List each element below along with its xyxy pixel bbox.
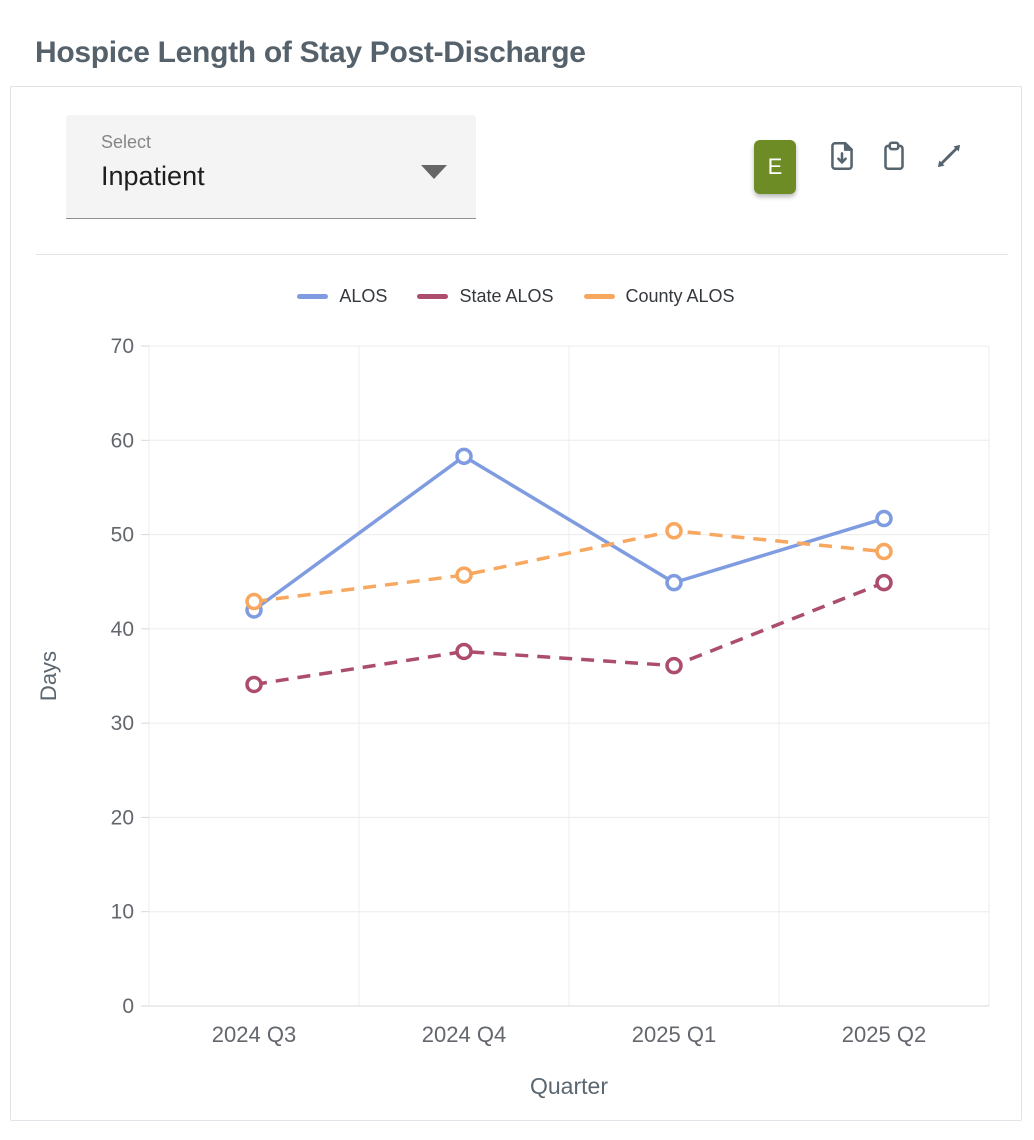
expand-button[interactable] xyxy=(932,139,966,173)
header-divider xyxy=(36,254,1008,255)
y-axis-title: Days xyxy=(36,651,61,701)
data-point-marker xyxy=(455,566,473,584)
select-label: Select xyxy=(101,132,152,152)
legend-label: State ALOS xyxy=(459,285,554,306)
chart-legend: ALOS State ALOS County ALOS xyxy=(11,284,1021,308)
grid: 0 10 20 30 40 50 60 70 2024 Q3 2024 Q4 2025 Q1 2025… xyxy=(111,335,990,1047)
x-tick-label: 2025 Q1 xyxy=(632,1022,716,1047)
data-point-marker xyxy=(455,642,473,661)
data-point-marker xyxy=(245,592,263,611)
legend-item-alos[interactable]: ALOS xyxy=(297,286,387,307)
y-tick-label: 40 xyxy=(111,618,134,641)
file-download-icon xyxy=(825,139,859,173)
legend-swatch-alos xyxy=(297,293,329,299)
y-tick-label: 10 xyxy=(111,901,134,924)
x-tick-label: 2024 Q3 xyxy=(212,1022,296,1047)
page-title: Hospice Length of Stay Post-Discharge xyxy=(35,36,586,69)
select-value: Inpatient xyxy=(101,161,205,191)
data-point-marker xyxy=(665,656,683,675)
series-county-alos xyxy=(245,522,893,611)
download-button[interactable] xyxy=(825,139,859,173)
e-button[interactable]: E xyxy=(754,140,796,194)
x-axis-title: Quarter xyxy=(530,1073,608,1099)
los-chart: 0 10 20 30 40 50 60 70 2024 Q3 2024 Q4 2025 Q1 2025… xyxy=(36,335,990,1099)
data-point-marker xyxy=(875,573,893,592)
legend-label: ALOS xyxy=(339,285,388,306)
y-tick-label: 30 xyxy=(111,712,134,735)
data-point-marker xyxy=(875,542,893,561)
data-point-marker xyxy=(665,573,683,592)
y-tick-label: 0 xyxy=(122,995,134,1018)
series-state-alos xyxy=(245,573,893,694)
legend-item-county-alos[interactable]: County ALOS xyxy=(583,285,735,307)
facility-type-select[interactable]: Select Inpatient xyxy=(66,115,476,219)
x-tick-label: 2024 Q4 xyxy=(422,1022,506,1047)
clipboard-icon xyxy=(877,139,911,173)
legend-label: County ALOS xyxy=(625,285,735,306)
y-tick-label: 50 xyxy=(111,524,134,547)
data-point-marker xyxy=(875,509,893,528)
data-point-marker xyxy=(665,522,683,540)
legend-swatch-state-alos xyxy=(417,293,449,299)
legend-swatch-county-alos xyxy=(583,293,615,299)
y-tick-label: 20 xyxy=(111,806,134,829)
chart-card: Select Inpatient E xyxy=(10,86,1022,1121)
chevron-down-icon xyxy=(421,165,447,179)
x-tick-label: 2025 Q2 xyxy=(842,1022,926,1047)
legend-item-state-alos[interactable]: State ALOS xyxy=(417,285,554,307)
data-point-marker xyxy=(455,447,473,466)
expand-icon xyxy=(932,139,966,173)
y-tick-label: 70 xyxy=(111,335,134,358)
y-tick-label: 60 xyxy=(111,429,134,452)
clipboard-button[interactable] xyxy=(877,139,911,173)
data-point-marker xyxy=(245,675,263,694)
